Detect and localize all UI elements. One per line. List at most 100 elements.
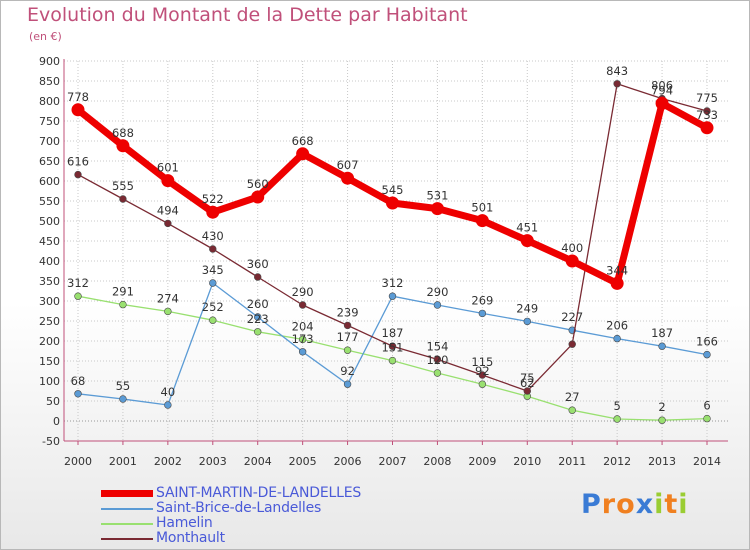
data-point bbox=[298, 348, 307, 356]
x-tick-label: 2011 bbox=[558, 455, 586, 468]
data-label: 290 bbox=[292, 285, 314, 299]
data-label: 92 bbox=[475, 364, 490, 378]
y-tick-label: 350 bbox=[39, 275, 60, 288]
data-label: 806 bbox=[651, 79, 673, 93]
y-tick-label: 150 bbox=[39, 355, 60, 368]
data-label: 400 bbox=[561, 241, 583, 255]
data-point bbox=[610, 276, 624, 290]
x-tick-label: 2002 bbox=[154, 455, 182, 468]
data-label: 345 bbox=[202, 263, 224, 277]
data-point bbox=[119, 395, 127, 403]
data-point bbox=[478, 309, 487, 318]
data-label: 2 bbox=[658, 400, 665, 414]
legend-item: Saint-Brice-de-Landelles bbox=[101, 500, 421, 516]
data-point bbox=[658, 342, 666, 350]
data-label: 260 bbox=[247, 297, 269, 311]
x-tick-label: 2008 bbox=[423, 455, 451, 468]
data-label: 616 bbox=[67, 155, 89, 169]
data-label: 501 bbox=[471, 201, 493, 215]
data-label: 92 bbox=[340, 364, 355, 378]
data-point bbox=[388, 342, 397, 350]
y-tick-label: -50 bbox=[42, 435, 60, 448]
legend-swatch-hamelin bbox=[101, 523, 153, 525]
data-label: 204 bbox=[292, 319, 314, 333]
y-tick-label: 300 bbox=[39, 295, 60, 308]
data-point bbox=[298, 301, 307, 309]
x-tick-label: 2001 bbox=[109, 455, 137, 468]
y-tick-label: 400 bbox=[39, 255, 60, 268]
data-label: 187 bbox=[651, 326, 673, 340]
legend-item: Monthault bbox=[101, 530, 421, 546]
logo-letter: P bbox=[581, 489, 602, 520]
data-point bbox=[386, 196, 399, 210]
data-label: 5 bbox=[613, 399, 620, 413]
axes: -50 0 50 100 150 200 250 300 350 400 450 500 550 600 6… bbox=[39, 55, 728, 468]
data-label: 778 bbox=[67, 90, 89, 104]
data-point bbox=[119, 195, 127, 203]
data-point bbox=[254, 328, 262, 336]
legend-swatch-monthault bbox=[101, 538, 153, 540]
data-point bbox=[296, 147, 310, 161]
x-tick-label: 2005 bbox=[289, 455, 317, 468]
data-label: 249 bbox=[516, 301, 538, 315]
x-tick-label: 2012 bbox=[603, 455, 631, 468]
y-tick-label: 100 bbox=[39, 375, 60, 388]
data-label: 451 bbox=[516, 221, 538, 235]
data-point bbox=[523, 317, 531, 326]
data-point bbox=[116, 139, 130, 153]
x-tick-label: 2009 bbox=[468, 455, 496, 468]
data-label: 206 bbox=[606, 319, 628, 333]
y-tick-label: 700 bbox=[39, 135, 60, 148]
data-point bbox=[209, 245, 217, 253]
data-point bbox=[343, 346, 352, 354]
data-point bbox=[341, 171, 355, 185]
y-tick-label: 50 bbox=[46, 395, 60, 408]
logo-letter: x bbox=[635, 489, 655, 520]
data-label: 733 bbox=[696, 108, 718, 122]
data-point bbox=[475, 214, 489, 228]
y-tick-label: 250 bbox=[39, 315, 60, 328]
logo-letter: i bbox=[654, 489, 665, 520]
data-label: 555 bbox=[112, 179, 134, 193]
data-label: 223 bbox=[247, 312, 269, 326]
data-label: 430 bbox=[202, 229, 224, 243]
logo-letter: t bbox=[664, 489, 679, 520]
series bbox=[71, 80, 714, 424]
data-label: 545 bbox=[382, 183, 404, 197]
data-label: 40 bbox=[161, 385, 176, 399]
logo-letter: r bbox=[601, 489, 617, 520]
data-label: 252 bbox=[202, 300, 224, 314]
y-tick-label: 600 bbox=[39, 175, 60, 188]
data-point bbox=[613, 415, 621, 423]
data-point bbox=[254, 313, 262, 321]
data-label: 269 bbox=[471, 293, 493, 307]
data-label: 55 bbox=[116, 379, 131, 393]
data-label: 227 bbox=[561, 310, 583, 324]
y-tick-label: 900 bbox=[39, 55, 60, 68]
data-point bbox=[209, 316, 217, 324]
data-point bbox=[164, 219, 172, 228]
data-point bbox=[478, 380, 487, 388]
x-tick-label: 2014 bbox=[693, 455, 721, 468]
data-point bbox=[433, 301, 442, 309]
x-tick-label: 2000 bbox=[64, 455, 92, 468]
data-label: 239 bbox=[337, 305, 359, 319]
x-tick-label: 2003 bbox=[199, 455, 227, 468]
data-label: 843 bbox=[606, 64, 628, 78]
data-label: 27 bbox=[565, 390, 580, 404]
y-tick-label: 750 bbox=[39, 115, 60, 128]
x-tick-label: 2007 bbox=[379, 455, 407, 468]
legend-swatch-saint-brice bbox=[101, 508, 153, 510]
data-point bbox=[523, 387, 531, 395]
data-label: 560 bbox=[247, 177, 269, 191]
data-label: 75 bbox=[520, 371, 535, 385]
data-point bbox=[251, 190, 265, 204]
data-point bbox=[74, 292, 82, 300]
data-label: 312 bbox=[382, 276, 404, 290]
data-label: 154 bbox=[426, 339, 448, 353]
legend: SAINT-MARTIN-DE-LANDELLES Saint-Brice-de… bbox=[101, 485, 421, 546]
data-point bbox=[703, 350, 711, 359]
data-point bbox=[658, 416, 666, 424]
